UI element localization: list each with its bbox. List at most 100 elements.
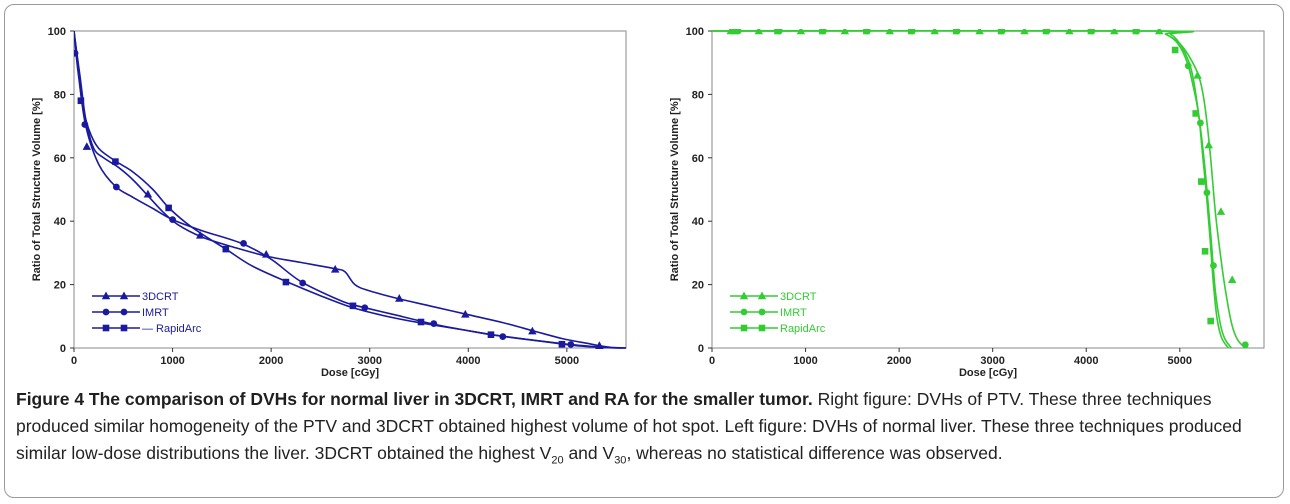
right-y-tick-label: 40 [692,216,704,228]
left-x-tick-label: 4000 [456,355,480,367]
left-legend-imrt-label: IMRT [142,307,169,319]
left-series-3dcrt-marker [395,294,404,302]
left-y-tick-label: 100 [48,26,66,38]
caption-text-1: Right figure: DVHs of PTV. These three t… [16,389,1242,463]
right-series-3dcrt-marker [1227,275,1237,284]
left-series-rapidarc-line [74,30,622,349]
right-series-rapidarc-marker [1087,29,1095,35]
right-y-tick-label: 20 [692,280,704,292]
right-y-tick-label: 100 [686,26,704,38]
right-series-imrt-marker [1241,341,1249,349]
right-series-group [712,29,1249,349]
right-series-rapidarc-line [712,29,1230,349]
right-legend-3dcrt-label: 3DCRT [780,291,817,303]
caption-sub-1: 20 [551,454,564,467]
left-legend-3dcrt-marker [119,291,129,300]
right-series-rapidarc-marker [997,29,1005,35]
right-legend-3dcrt-marker [739,291,749,300]
left-series-3dcrt-marker [461,309,470,318]
right-legend-imrt-marker [740,308,748,316]
left-series-rapidarc-marker [417,318,425,326]
left-legend-imrt-marker [120,308,128,316]
left-legend-rapidarc-label: — RapidArc [142,323,202,335]
right-legend-imrt-marker [758,308,766,316]
right-x-tick-label: 4000 [1074,355,1098,367]
right-legend-rapidarc-label: RapidArc [780,323,826,335]
right-x-tick-label: 2000 [887,355,911,367]
caption-text-2: and V [563,443,615,463]
left-x-tick-label: 1000 [160,355,184,367]
left-plot-area [73,30,627,349]
left-legend-3dcrt-label: 3DCRT [142,291,179,303]
caption-title: Figure 4 The comparison of DVHs for norm… [16,389,813,409]
right-series-3dcrt-marker [1193,70,1202,79]
right-series-rapidarc-marker [863,29,870,35]
right-series-rapidarc-marker [1207,317,1214,325]
left-series-3dcrt-marker [143,189,153,198]
right-series-3dcrt-marker [1216,207,1226,215]
left-series-rapidarc-marker [112,158,119,165]
left-series-3dcrt-marker [195,230,205,239]
left-series-imrt-marker [299,279,307,287]
left-x-tick-label: 5000 [555,355,579,367]
caption-sub-2: 30 [614,454,627,467]
right-legend-imrt-label: IMRT [780,307,807,319]
right-legend-rapidarc-marker [758,324,766,332]
left-series-rapidarc-marker [282,278,290,286]
left-series-rapidarc-marker [487,331,495,338]
left-series-3dcrt-marker [331,264,340,273]
right-series-rapidarc-marker [1132,29,1140,35]
right-plot-area [711,30,1265,349]
right-series-rapidarc-marker [907,29,915,35]
left-series-3dcrt-marker [82,142,92,150]
right-series-rapidarc-marker [1201,248,1209,255]
figure-frame [4,4,1284,498]
right-series-3dcrt-marker [1204,140,1213,149]
right-x-tick-label: 1000 [793,355,817,367]
left-y-tick-label: 60 [54,153,66,165]
right-x-tick-label: 0 [709,355,715,367]
right-series-rapidarc-marker [774,29,781,35]
left-series-imrt-marker [361,304,369,312]
left-legend-rapidarc-marker [102,324,110,332]
right-legend-rapidarc-marker [740,324,748,332]
left-series-imrt-marker [240,239,247,247]
left-series-3dcrt-line [74,30,626,349]
right-y-tick-label: 0 [698,343,704,355]
left-legend-3dcrt-marker [101,291,111,300]
left-legend-rapidarc-marker [120,324,128,332]
left-x-axis-label: Dose [cGy] [321,367,379,379]
left-x-tick-label: 2000 [259,355,283,367]
right-series-rapidarc-marker [819,29,826,35]
left-series-imrt-marker [169,216,176,224]
left-series-rapidarc-marker [558,340,566,348]
right-series-rapidarc-marker [1171,46,1179,54]
left-y-tick-label: 80 [54,89,66,101]
right-y-tick-label: 80 [692,89,704,101]
right-x-tick-label: 3000 [980,355,1004,367]
right-x-axis-label: Dose [cGy] [959,367,1017,379]
right-series-rapidarc-marker [1042,29,1050,35]
right-x-tick-label: 5000 [1168,355,1192,367]
left-legend-imrt-marker [102,308,110,316]
right-series-rapidarc-marker [731,29,738,35]
right-series-rapidarc-marker [1198,178,1205,185]
right-y-tick-label: 60 [692,153,704,165]
left-y-tick-label: 0 [60,343,66,355]
left-y-tick-label: 20 [54,280,66,292]
left-x-tick-label: 3000 [357,355,381,367]
left-series-3dcrt-marker [528,326,537,335]
left-series-rapidarc-marker [77,97,85,105]
right-y-axis-label: Ratio of Total Structure Volume [%] [669,97,681,281]
left-series-rapidarc-marker [165,204,172,212]
left-series-imrt-marker [112,183,120,191]
left-series-rapidarc-marker [349,302,357,310]
left-y-tick-label: 40 [54,216,66,228]
right-legend-3dcrt-marker [757,291,767,300]
figure-caption: Figure 4 The comparison of DVHs for norm… [16,386,1274,467]
caption-text-3: , whereas no statistical difference was … [626,443,1003,463]
right-series-rapidarc-marker [952,29,960,35]
left-series-rapidarc-marker [222,245,230,253]
